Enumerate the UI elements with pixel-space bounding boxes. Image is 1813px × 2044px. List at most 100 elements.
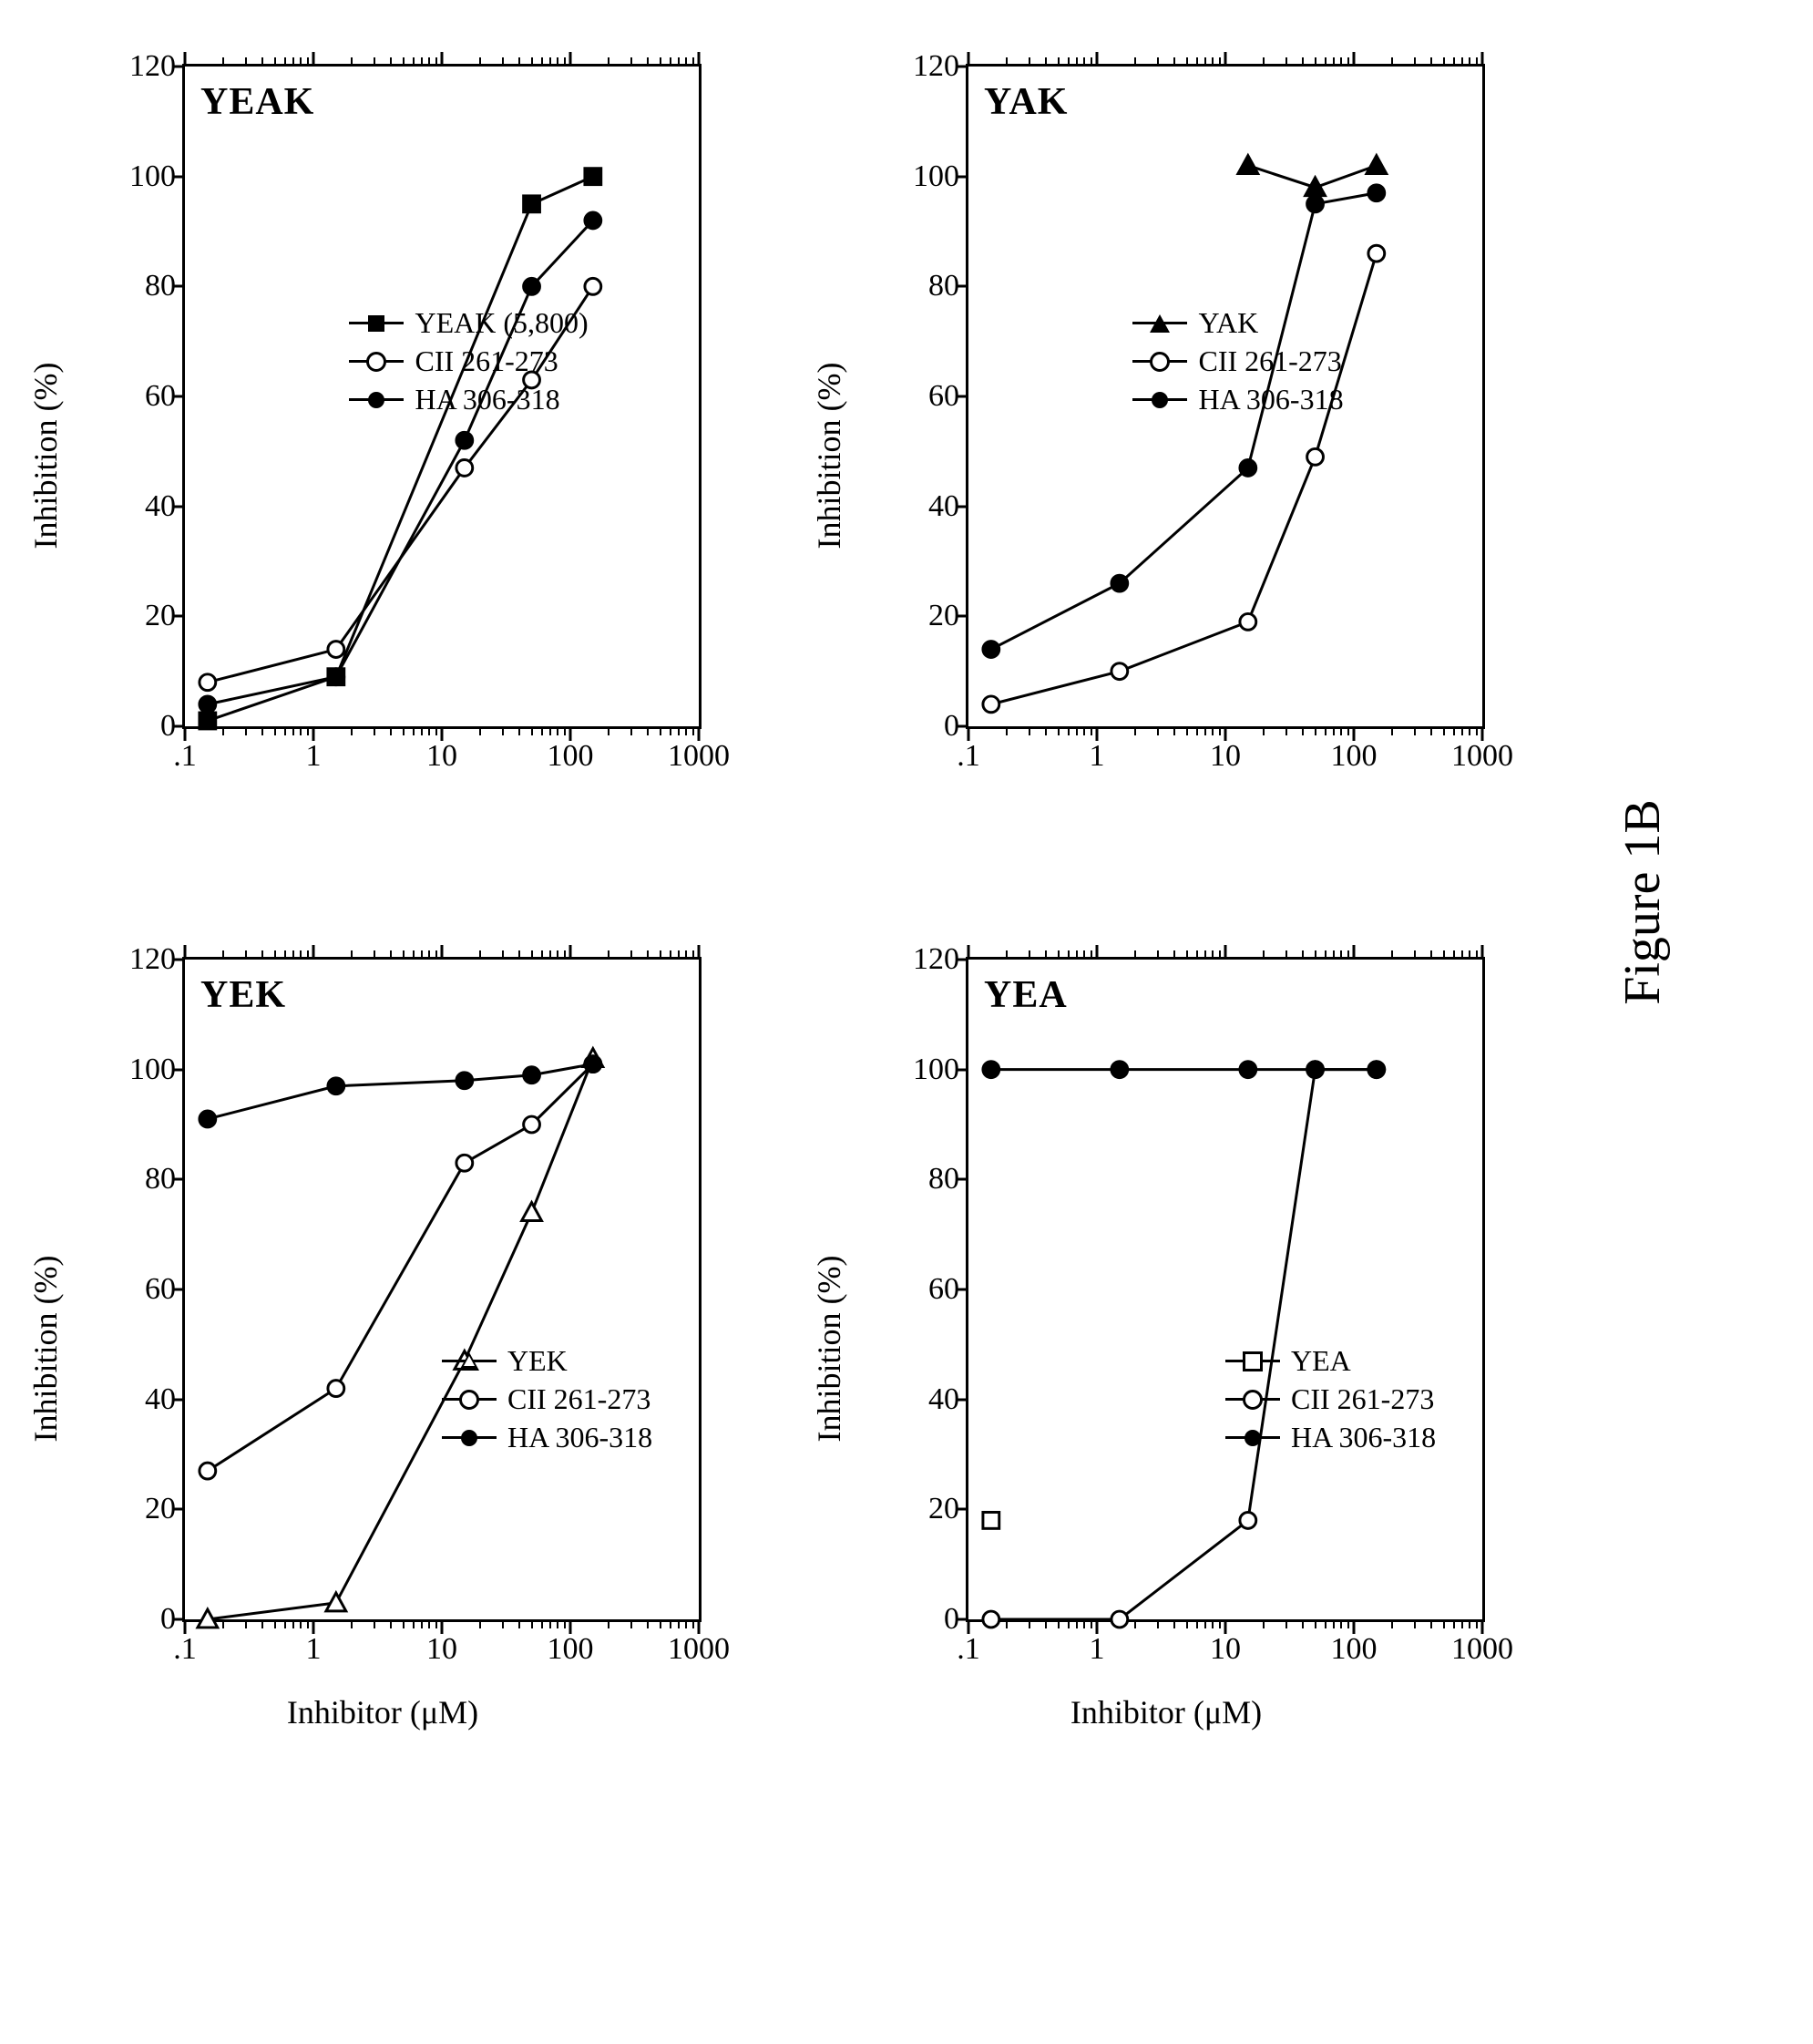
x-tick-minor <box>1263 1619 1265 1628</box>
x-tick-minor <box>307 1619 309 1628</box>
x-tick-minor <box>685 57 687 67</box>
x-tick-minor <box>1340 726 1342 735</box>
y-tick-label: 20 <box>145 599 176 633</box>
legend-label: CII 261-273 <box>1198 344 1341 378</box>
y-tick-label: 100 <box>129 1053 176 1087</box>
x-tick-minor <box>1340 1619 1342 1628</box>
x-tick-minor <box>435 1619 437 1628</box>
x-tick-minor <box>685 726 687 735</box>
x-tick-minor <box>678 1619 680 1628</box>
x-tick-minor <box>1391 57 1393 67</box>
x-tick-minor <box>1157 726 1159 735</box>
x-tick-minor <box>222 726 224 735</box>
x-tick-minor <box>403 950 405 960</box>
x-tick-minor <box>413 57 415 67</box>
x-tick-minor <box>1058 726 1060 735</box>
x-tick-minor <box>1302 726 1304 735</box>
x-tick-minor <box>1461 950 1463 960</box>
legend-label: HA 306-318 <box>415 383 559 416</box>
x-tick-minor <box>1006 950 1008 960</box>
x-tick-minor <box>502 950 504 960</box>
legend-label: CII 261-273 <box>1291 1382 1434 1416</box>
x-tick-minor <box>421 1619 423 1628</box>
x-tick-minor <box>692 57 694 67</box>
x-tick-minor <box>1204 726 1206 735</box>
x-tick-minor <box>374 726 375 735</box>
x-tick-minor <box>428 726 430 735</box>
x-tick-minor <box>351 57 353 67</box>
x-tick-minor <box>1157 1619 1159 1628</box>
x-tick-minor <box>292 57 294 67</box>
x-tick-minor <box>1076 726 1078 735</box>
x-tick-minor <box>541 726 543 735</box>
x-tick-minor <box>692 726 694 735</box>
x-tick-minor <box>1186 57 1188 67</box>
y-axis-label: Inhibition (%) <box>26 363 65 550</box>
x-axis-label: Inhibitor (μM) <box>1070 1693 1262 1731</box>
x-tick-label: 100 <box>1331 739 1378 774</box>
plot-area: 020406080100120.11101001000YEACII 261-27… <box>966 957 1485 1622</box>
x-tick-minor <box>531 57 533 67</box>
x-tick-minor <box>1058 950 1060 960</box>
x-tick-minor <box>1068 57 1070 67</box>
legend-marker <box>1132 360 1187 363</box>
x-tick-minor <box>245 1619 247 1628</box>
x-tick-minor <box>1263 57 1265 67</box>
x-tick-minor <box>1076 950 1078 960</box>
x-tick-minor <box>479 950 481 960</box>
x-tick-minor <box>1045 726 1047 735</box>
x-tick-minor <box>557 1619 558 1628</box>
x-tick-minor <box>1476 57 1478 67</box>
x-tick-minor <box>1204 57 1206 67</box>
x-tick-minor <box>1212 726 1214 735</box>
x-tick-minor <box>630 1619 632 1628</box>
panel-yeak: Inhibition (%)YEAK020406080100120.111010… <box>36 36 729 875</box>
x-tick <box>1481 945 1484 960</box>
y-tick-label: 20 <box>928 1492 959 1526</box>
x-tick <box>1096 945 1099 960</box>
legend-marker <box>1225 1436 1280 1439</box>
legend-marker <box>1225 1360 1280 1362</box>
x-tick-minor <box>1302 1619 1304 1628</box>
x-tick-minor <box>390 57 392 67</box>
x-tick-minor <box>1340 57 1342 67</box>
x-tick-minor <box>518 950 520 960</box>
x-tick-minor <box>1453 950 1455 960</box>
x-tick-label: 10 <box>1210 1632 1241 1667</box>
x-tick-minor <box>1157 950 1159 960</box>
x-tick-minor <box>1302 57 1304 67</box>
x-tick-minor <box>1219 950 1221 960</box>
panel-yea: Inhibition (%)Inhibitor (μM)YEA020406080… <box>820 930 1512 1768</box>
x-tick-minor <box>300 1619 302 1628</box>
x-tick-minor <box>292 950 294 960</box>
x-tick-minor <box>564 950 566 960</box>
x-tick-minor <box>1469 950 1470 960</box>
x-tick-minor <box>1347 950 1349 960</box>
legend-item: YEAK (5,800) <box>349 304 588 343</box>
x-tick-minor <box>1443 57 1445 67</box>
x-tick-minor <box>608 1619 609 1628</box>
legend-item: HA 306-318 <box>442 1419 652 1457</box>
y-tick-label: 120 <box>913 49 959 84</box>
x-tick-minor <box>428 1619 430 1628</box>
x-tick-minor <box>608 726 609 735</box>
x-tick-minor <box>531 1619 533 1628</box>
plot-area: 020406080100120.11101001000YAKCII 261-27… <box>966 64 1485 729</box>
x-tick-label: 10 <box>426 1632 457 1667</box>
y-axis-label: Inhibition (%) <box>810 1256 848 1443</box>
x-tick-minor <box>678 726 680 735</box>
x-tick-minor <box>692 1619 694 1628</box>
x-tick-minor <box>222 57 224 67</box>
legend-item: CII 261-273 <box>349 343 588 381</box>
x-tick-minor <box>531 950 533 960</box>
x-tick-minor <box>1469 1619 1470 1628</box>
x-tick-minor <box>1173 57 1175 67</box>
x-tick-minor <box>1186 1619 1188 1628</box>
legend-label: CII 261-273 <box>415 344 558 378</box>
legend-marker <box>442 1436 497 1439</box>
x-tick-minor <box>1285 726 1287 735</box>
x-tick-minor <box>557 950 558 960</box>
x-tick-minor <box>1430 1619 1432 1628</box>
x-tick-minor <box>1453 726 1455 735</box>
x-tick-minor <box>1212 950 1214 960</box>
